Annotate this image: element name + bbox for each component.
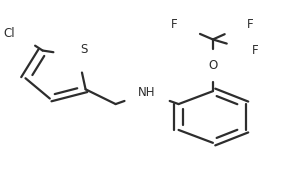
Text: F: F: [251, 44, 258, 57]
Text: F: F: [247, 18, 254, 31]
Text: NH: NH: [138, 86, 156, 100]
Text: Cl: Cl: [4, 27, 16, 40]
Text: F: F: [170, 18, 177, 31]
Text: O: O: [208, 59, 217, 72]
Text: S: S: [80, 43, 87, 56]
